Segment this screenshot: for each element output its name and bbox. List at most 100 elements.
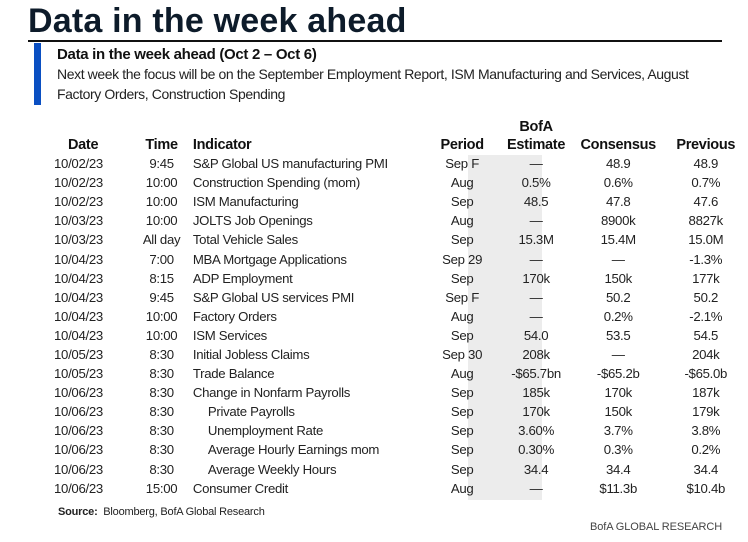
- cell-period: Sep: [450, 327, 474, 343]
- cell-previous: 179k: [692, 404, 720, 420]
- estimate-column-highlight: [468, 155, 542, 500]
- source-label: Source:: [58, 506, 98, 518]
- cell-time: 8:30: [149, 404, 174, 420]
- cell-previous: 8827k: [688, 213, 724, 229]
- source-text: Bloomberg, BofA Global Research: [103, 506, 265, 518]
- cell-time: 10:00: [145, 194, 178, 210]
- cell-estimate: —: [529, 213, 543, 229]
- cell-indicator: Private Payrolls: [207, 404, 295, 420]
- cell-period: Sep F: [445, 156, 479, 172]
- cell-time: 10:00: [145, 213, 178, 229]
- table-header-row: Date Time Indicator Period BofA Estimate …: [54, 116, 748, 154]
- cell-estimate: —: [529, 289, 543, 305]
- cell-estimate: 34.4: [523, 461, 549, 477]
- cell-estimate: 185k: [522, 385, 550, 401]
- cell-time: 8:30: [149, 366, 174, 382]
- cell-period: Sep: [450, 385, 474, 401]
- cell-time: 9:45: [149, 289, 174, 305]
- cell-estimate: 15.3M: [518, 232, 554, 248]
- table-row: 10/04/23 10:00 Factory Orders Aug — 0.2% -2.1%: [54, 307, 748, 326]
- cell-date: 10/05/23: [54, 346, 103, 362]
- cell-estimate: —: [529, 480, 543, 496]
- cell-period: Sep F: [445, 289, 479, 305]
- cell-previous: 177k: [692, 270, 720, 286]
- cell-date: 10/02/23: [54, 194, 103, 210]
- cell-time: 8:15: [149, 270, 174, 286]
- cell-time: 8:30: [149, 442, 174, 458]
- cell-time: 10:00: [145, 308, 178, 324]
- table-row: 10/02/23 9:45 S&P Global US manufacturing …: [54, 154, 748, 173]
- cell-estimate: —: [529, 308, 543, 324]
- column-header-time: Time: [145, 137, 178, 153]
- cell-consensus: 0.6%: [603, 175, 633, 191]
- cell-previous: -1.3%: [689, 251, 723, 267]
- cell-date: 10/03/23: [54, 213, 103, 229]
- table-row: 10/03/23 All day Total Vehicle Sales Sep 15.…: [54, 230, 748, 249]
- cell-time: 8:30: [149, 423, 174, 439]
- column-header-consensus: Consensus: [580, 137, 656, 153]
- cell-indicator: S&P Global US services PMI: [192, 289, 355, 305]
- cell-previous: 47.6: [693, 194, 719, 210]
- cell-period: Aug: [450, 366, 474, 382]
- table-row: 10/06/23 8:30 Change in Nonfarm Payrolls Se…: [54, 383, 748, 402]
- cell-consensus: 150k: [604, 404, 633, 420]
- cell-date: 10/02/23: [54, 156, 103, 172]
- cell-period: Sep: [450, 270, 474, 286]
- cell-previous: 15.0M: [688, 232, 724, 248]
- column-header-period: Period: [440, 137, 484, 153]
- cell-consensus: —: [611, 346, 625, 362]
- cell-previous: 48.9: [693, 156, 719, 172]
- subheader-description: Next week the focus will be on the Septe…: [57, 66, 689, 102]
- cell-date: 10/06/23: [54, 385, 103, 401]
- column-header-previous: Previous: [676, 137, 736, 153]
- cell-date: 10/02/23: [54, 175, 103, 191]
- cell-previous: 3.8%: [691, 423, 721, 439]
- cell-period: Aug: [450, 480, 474, 496]
- cell-previous: 0.2%: [691, 442, 721, 458]
- cell-estimate: 170k: [522, 404, 550, 420]
- accent-bar: [34, 43, 41, 105]
- cell-previous: -2.1%: [689, 308, 723, 324]
- cell-estimate: 0.30%: [518, 442, 555, 458]
- cell-indicator: Construction Spending (mom): [192, 175, 360, 191]
- cell-period: Sep 29: [442, 251, 483, 267]
- cell-period: Aug: [450, 175, 474, 191]
- cell-indicator: Unemployment Rate: [207, 423, 323, 439]
- table-row: 10/04/23 10:00 ISM Services Sep 54.0 53.5 54.5: [54, 326, 748, 345]
- column-header-indicator: Indicator: [192, 137, 252, 153]
- cell-previous: 0.7%: [691, 175, 721, 191]
- title-divider: [28, 40, 722, 42]
- cell-date: 10/04/23: [54, 289, 103, 305]
- cell-consensus: 170k: [604, 385, 633, 401]
- estimate-header-line2: Estimate: [507, 137, 566, 153]
- table-row: 10/06/23 15:00 Consumer Credit Aug — $11.3b $1…: [54, 479, 748, 498]
- cell-indicator: JOLTS Job Openings: [192, 213, 313, 229]
- cell-time: 9:45: [149, 156, 174, 172]
- cell-consensus: 48.9: [605, 156, 631, 172]
- cell-estimate: -$65.7bn: [511, 366, 561, 382]
- table-row: 10/06/23 8:30 Average Weekly Hours Sep 34.4 3…: [54, 460, 748, 479]
- cell-time: 8:30: [149, 385, 174, 401]
- source-note: Source: Bloomberg, BofA Global Research: [58, 506, 265, 518]
- cell-previous: -$65.0b: [684, 366, 728, 382]
- cell-consensus: 53.5: [605, 327, 631, 343]
- cell-estimate: —: [529, 251, 543, 267]
- cell-consensus: 0.3%: [603, 442, 633, 458]
- cell-consensus: 15.4M: [600, 232, 636, 248]
- cell-time: 8:30: [149, 346, 174, 362]
- cell-date: 10/04/23: [54, 308, 103, 324]
- cell-consensus: 34.4: [605, 461, 631, 477]
- cell-consensus: 150k: [604, 270, 633, 286]
- cell-date: 10/06/23: [54, 423, 103, 439]
- estimate-header-line1: BofA: [519, 119, 553, 135]
- table-row: 10/03/23 10:00 JOLTS Job Openings Aug — 8900k…: [54, 211, 748, 230]
- cell-estimate: 208k: [522, 346, 550, 362]
- cell-time: All day: [142, 232, 181, 248]
- cell-indicator: ISM Manufacturing: [192, 194, 299, 210]
- cell-period: Sep: [450, 232, 474, 248]
- table-row: 10/05/23 8:30 Trade Balance Aug -$65.7bn -$65…: [54, 364, 748, 383]
- cell-consensus: 8900k: [600, 213, 636, 229]
- cell-date: 10/04/23: [54, 251, 103, 267]
- cell-previous: 204k: [692, 346, 720, 362]
- cell-indicator: Factory Orders: [192, 308, 277, 324]
